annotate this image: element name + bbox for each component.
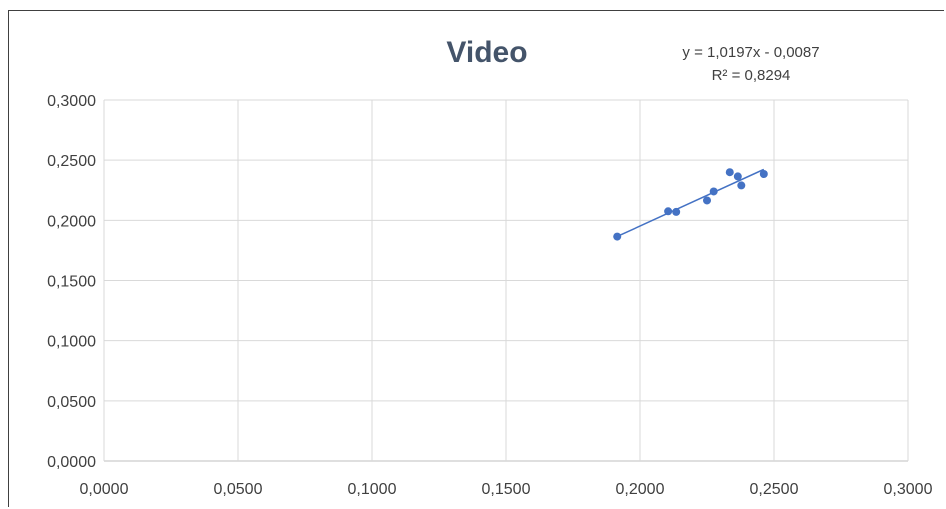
y-tick-label: 0,1000 (47, 334, 96, 351)
y-tick-label: 0,1500 (47, 274, 96, 291)
data-point (672, 207, 681, 216)
data-point (737, 181, 746, 190)
y-tick-label: 0,0000 (47, 454, 96, 471)
trendline-equation: y = 1,0197x - 0,0087 (682, 44, 819, 61)
trendline-line (616, 168, 765, 238)
data-point (733, 172, 742, 181)
x-tick-label: 0,3000 (884, 481, 933, 498)
y-tick-label: 0,2000 (47, 213, 96, 230)
data-point (759, 170, 768, 179)
trendline-r-squared: R² = 0,8294 (712, 67, 791, 84)
y-tick-label: 0,2500 (47, 153, 96, 170)
trendline (616, 168, 765, 238)
x-tick-label: 0,0000 (80, 481, 129, 498)
x-tick-label: 0,0500 (214, 481, 263, 498)
data-point (613, 232, 622, 241)
data-point (703, 196, 711, 205)
chart-frame (8, 10, 944, 507)
y-tick-label: 0,3000 (47, 93, 96, 110)
data-point (725, 168, 734, 177)
x-tick-label: 0,1500 (482, 481, 531, 498)
data-points (613, 168, 768, 241)
x-axis-ticks: 0,0000 0,0500 0,1000 0,1500 0,2000 0,2500 0,30… (80, 481, 933, 498)
y-tick-label: 0,0500 (47, 394, 96, 411)
grid (103, 99, 909, 462)
data-point (664, 207, 673, 216)
chart-title: Video (446, 36, 527, 69)
x-tick-label: 0,2000 (616, 481, 665, 498)
y-axis-ticks: 0,0000 0,0500 0,1000 0,1500 0,2000 0,2500 0,30… (47, 93, 96, 471)
x-tick-label: 0,1000 (348, 481, 397, 498)
x-tick-label: 0,2500 (750, 481, 799, 498)
data-point (709, 187, 718, 196)
